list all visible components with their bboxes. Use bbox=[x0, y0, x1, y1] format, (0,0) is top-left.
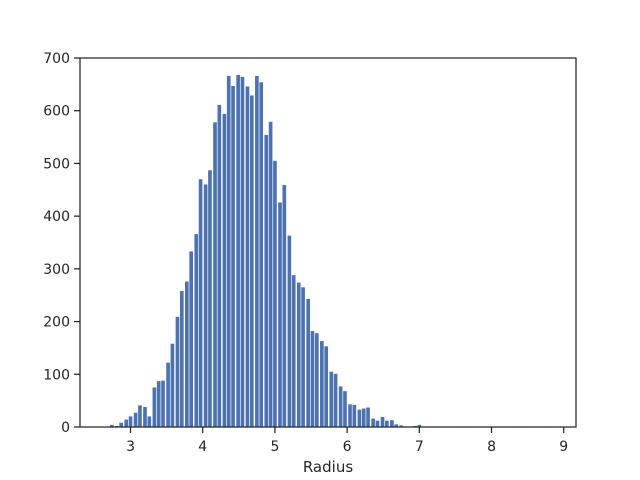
histogram-bar bbox=[255, 75, 259, 428]
histogram-bar bbox=[417, 424, 422, 427]
x-tick-label: 8 bbox=[487, 439, 496, 455]
y-tick-label: 300 bbox=[43, 262, 70, 278]
histogram-bar bbox=[124, 419, 129, 427]
histogram-bar bbox=[380, 416, 385, 427]
histogram-bar bbox=[333, 373, 338, 427]
histogram-bar bbox=[301, 287, 305, 427]
plot-frame bbox=[79, 57, 577, 428]
histogram-bar bbox=[273, 160, 277, 428]
y-tick-label: 600 bbox=[43, 104, 70, 120]
histogram-bar bbox=[390, 420, 394, 427]
x-axis-label: Radius bbox=[303, 458, 353, 476]
histogram-bar bbox=[314, 333, 319, 427]
y-tick-label: 500 bbox=[43, 156, 70, 172]
histogram-bar bbox=[147, 416, 152, 427]
y-tick-label: 0 bbox=[61, 420, 70, 436]
histogram-bar bbox=[329, 371, 334, 427]
histogram-bar bbox=[291, 275, 296, 427]
x-tick-label: 9 bbox=[559, 439, 568, 455]
histogram-bar bbox=[240, 76, 245, 427]
histogram-bar bbox=[119, 422, 123, 427]
histogram-bar bbox=[166, 362, 170, 427]
histogram-bar bbox=[133, 412, 138, 427]
histogram-bar bbox=[208, 170, 212, 427]
histogram-bar bbox=[217, 104, 222, 428]
histogram-bar bbox=[310, 331, 315, 427]
histogram-bar bbox=[320, 341, 324, 427]
histogram-bar bbox=[198, 179, 203, 427]
histogram-bar bbox=[222, 113, 227, 427]
histogram-bar bbox=[371, 418, 375, 427]
histogram-bar bbox=[385, 420, 389, 427]
histogram-bar bbox=[152, 387, 157, 427]
histogram-bar bbox=[338, 386, 343, 427]
y-tick-label: 400 bbox=[43, 209, 70, 225]
histogram-bar bbox=[278, 202, 282, 427]
histogram-bar bbox=[175, 316, 180, 427]
histogram-bar bbox=[366, 407, 370, 427]
bars-layer bbox=[104, 74, 557, 428]
histogram-bar bbox=[138, 405, 142, 427]
y-tick-label: 700 bbox=[43, 51, 70, 67]
histogram-bar bbox=[213, 122, 217, 427]
y-tick-label: 100 bbox=[43, 367, 70, 383]
histogram-bar bbox=[306, 298, 310, 427]
histogram-bar bbox=[170, 343, 175, 427]
histogram-bar bbox=[348, 404, 352, 427]
histogram-bar bbox=[236, 74, 240, 428]
histogram-bar bbox=[399, 425, 404, 427]
histogram-bar bbox=[250, 95, 254, 428]
x-tick-label: 3 bbox=[126, 439, 135, 455]
x-tick-label: 6 bbox=[343, 439, 352, 455]
histogram-bar bbox=[128, 416, 133, 427]
histogram-bar bbox=[259, 82, 264, 427]
histogram-bar bbox=[179, 291, 184, 427]
x-tick-label: 4 bbox=[198, 439, 207, 455]
histogram-bar bbox=[109, 424, 114, 427]
axes-layer: 3 4 5 6 7 8 9 0 100 200 300 400 500 600 700 bbox=[43, 51, 577, 455]
histogram-bar bbox=[156, 381, 161, 427]
histogram-bar bbox=[161, 380, 165, 427]
histogram-bar bbox=[361, 408, 366, 427]
histogram-bar bbox=[282, 185, 287, 427]
x-tick-label: 5 bbox=[270, 439, 279, 455]
y-tick-label: 200 bbox=[43, 315, 70, 331]
histogram-bar bbox=[189, 251, 194, 427]
histogram-bar bbox=[226, 75, 231, 428]
histogram-bar bbox=[375, 420, 380, 427]
histogram-bar bbox=[394, 424, 399, 427]
histogram-bar bbox=[287, 235, 292, 427]
histogram-bar bbox=[143, 406, 147, 427]
histogram-bar bbox=[268, 121, 273, 427]
histogram-bar bbox=[264, 134, 269, 427]
histogram-bar bbox=[357, 409, 362, 427]
histogram-bar bbox=[324, 346, 329, 427]
histogram-bar bbox=[352, 404, 357, 427]
x-tick-label: 7 bbox=[415, 439, 424, 455]
histogram-bar bbox=[245, 86, 250, 427]
histogram-bar bbox=[185, 281, 189, 427]
histogram-bar bbox=[343, 391, 347, 427]
histogram-bar bbox=[296, 282, 301, 427]
histogram-bar bbox=[203, 184, 208, 427]
histogram-bar bbox=[231, 85, 235, 427]
histogram-bar bbox=[194, 234, 199, 427]
